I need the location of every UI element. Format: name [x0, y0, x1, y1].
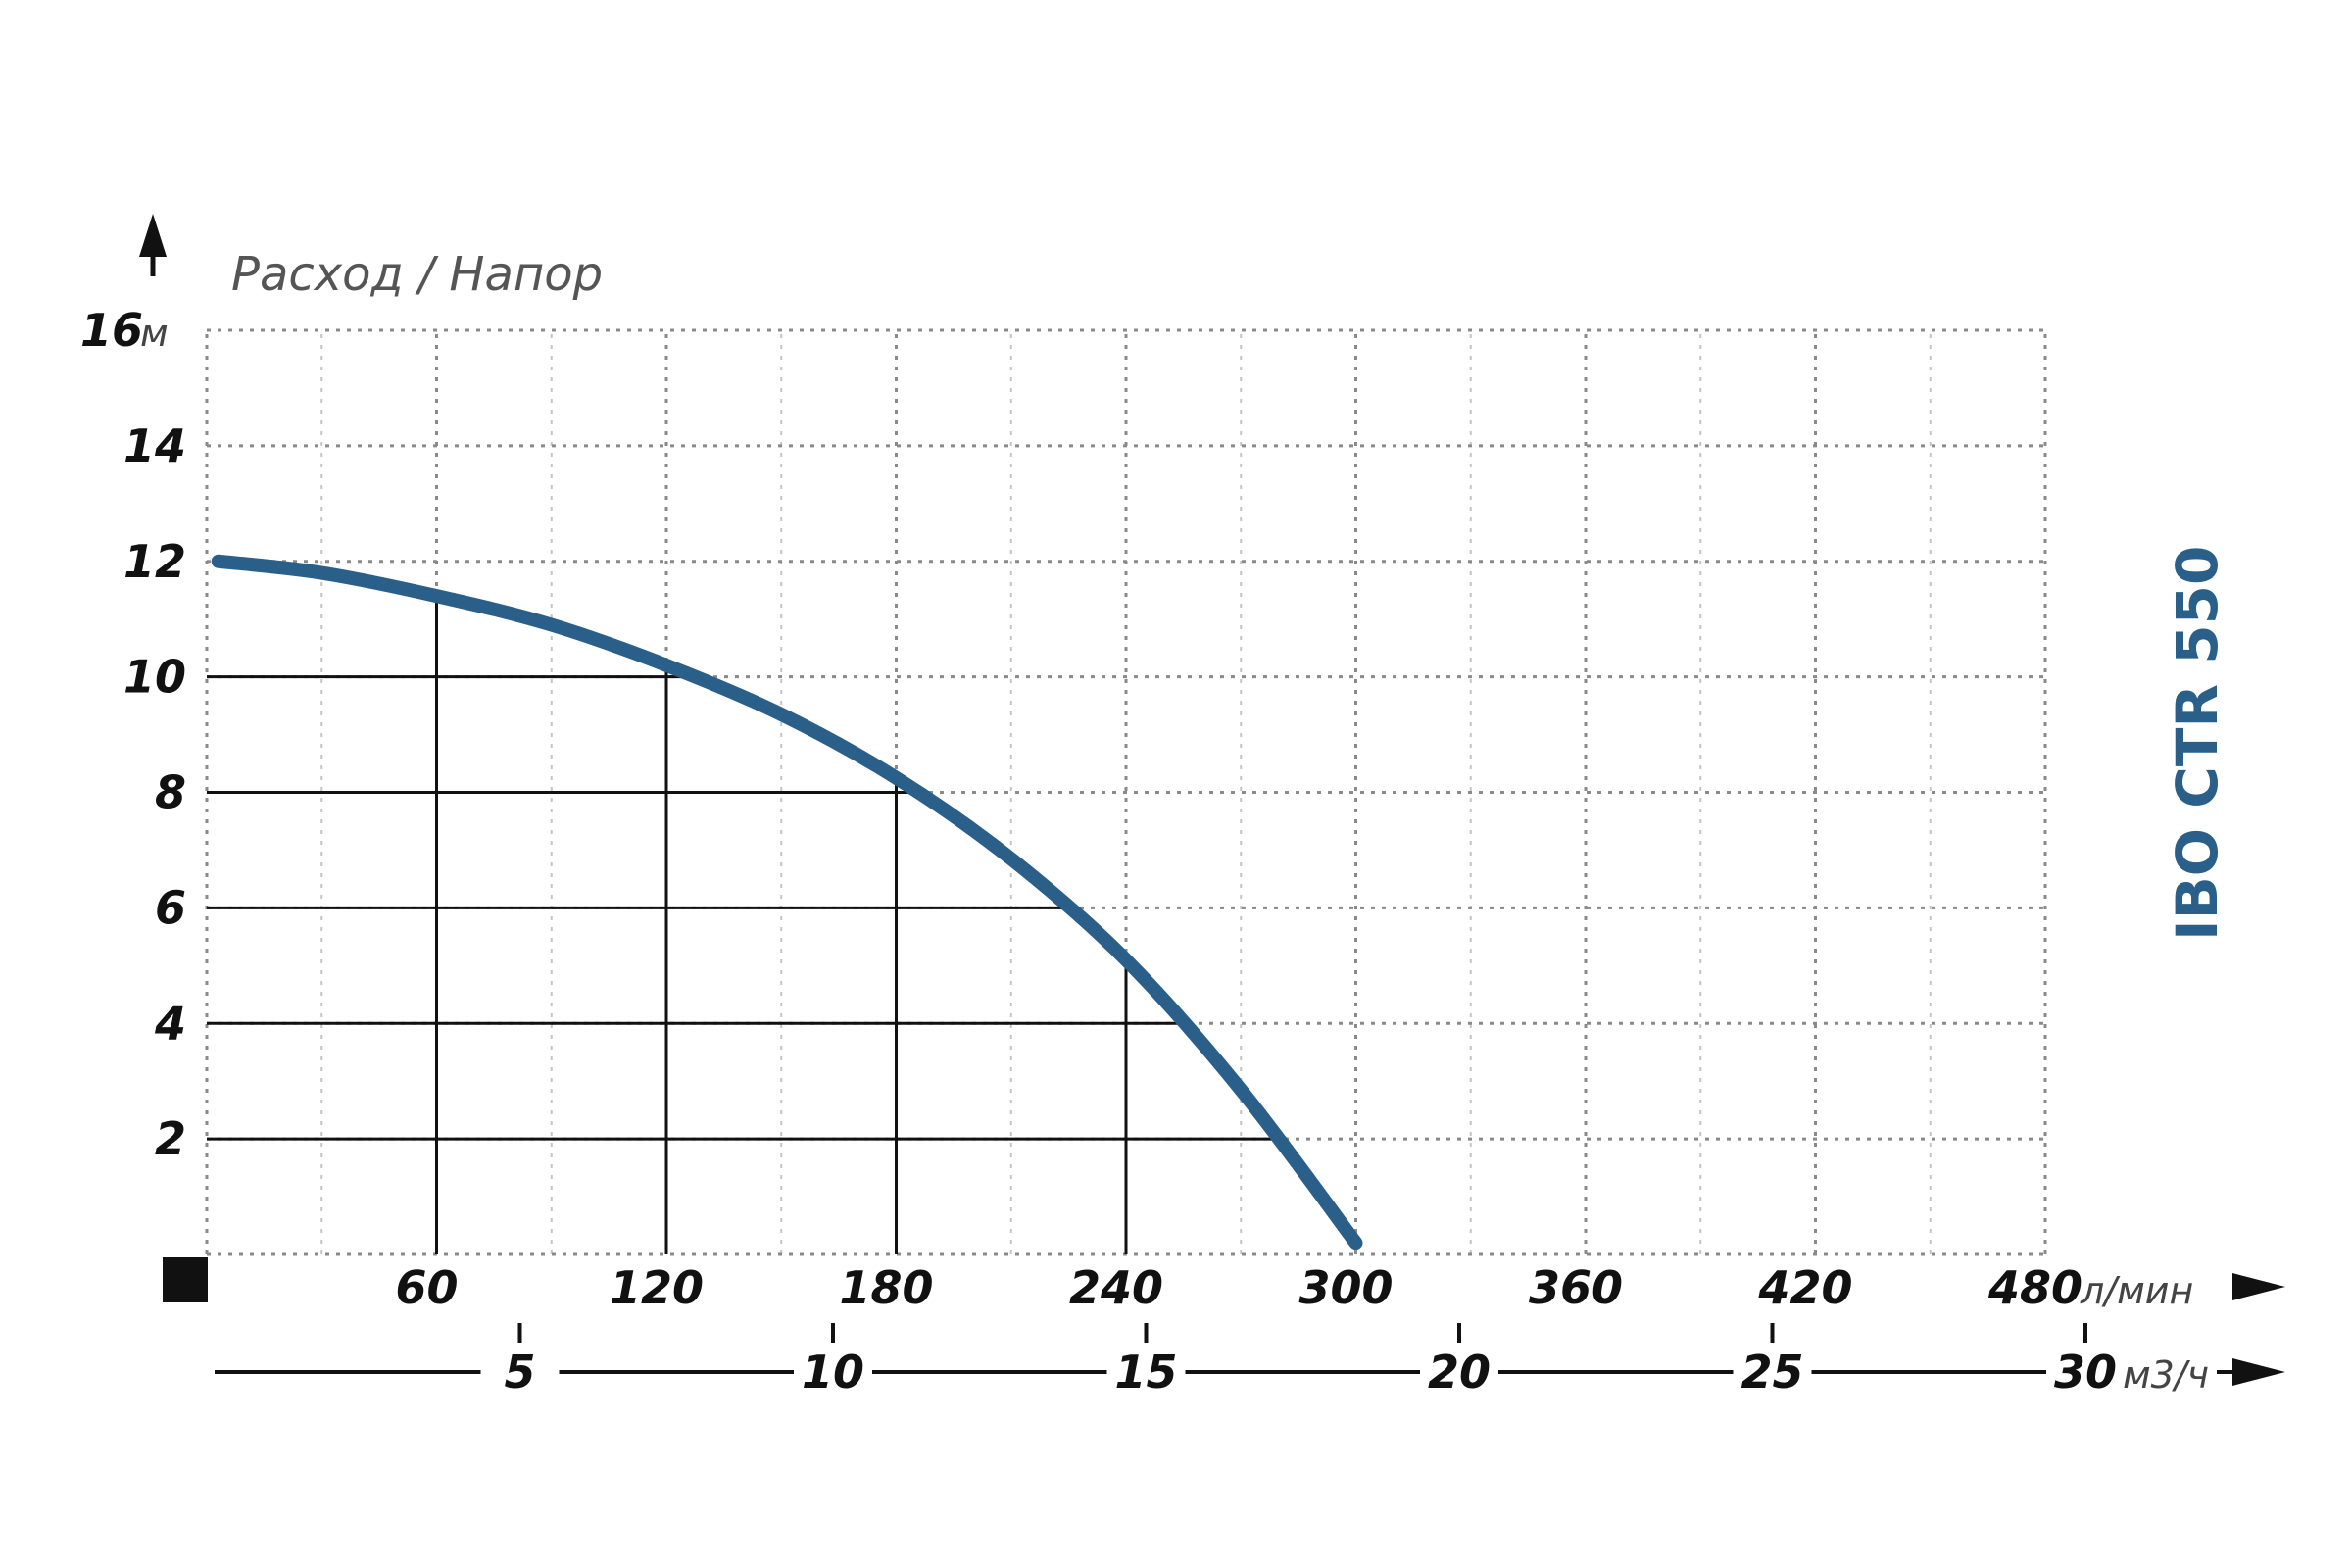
labels: Расход / Напор IBO CTR 550 246810121416м… [80, 247, 2230, 1398]
x2-tick-label: 25 [1740, 1346, 1803, 1398]
axes [139, 214, 2285, 1386]
y-axis-unit: м [140, 312, 169, 355]
x-axis-arrow-icon [2232, 1273, 2285, 1300]
model-name: IBO CTR 550 [2164, 546, 2230, 941]
y-axis-arrow-icon [139, 214, 167, 257]
x2-tick-label: 20 [1428, 1346, 1491, 1398]
x2-axis-unit: м3/ч [2123, 1353, 2209, 1396]
y-tick-label: 4 [154, 997, 186, 1050]
x2-tick-label: 15 [1114, 1346, 1177, 1398]
reading-lines [207, 596, 1288, 1254]
y-tick-label: 10 [123, 651, 186, 704]
x-tick-label: 480 [1987, 1261, 2082, 1314]
x-tick-label: 180 [839, 1261, 933, 1314]
x-tick-label: 60 [395, 1261, 458, 1314]
x-tick-label: 300 [1298, 1261, 1393, 1314]
y-tick-label: 8 [155, 766, 186, 819]
x-tick-label: 120 [610, 1261, 704, 1314]
performance-curve [211, 554, 1363, 1250]
x2-tick-label: 30 [2054, 1346, 2117, 1398]
y-tick-label: 6 [155, 881, 186, 934]
x-tick-label: 360 [1529, 1261, 1623, 1314]
y-tick-label: 12 [123, 535, 186, 588]
curve-layer [211, 554, 1363, 1250]
y-tick-label: 14 [123, 419, 186, 472]
x-tick-label: 420 [1757, 1261, 1852, 1314]
x2-axis-arrow-icon [2232, 1358, 2285, 1386]
x2-tick-label: 10 [802, 1346, 864, 1398]
y-tick-label: 2 [155, 1112, 186, 1165]
x2-tick-label: 5 [504, 1346, 535, 1398]
chart-title: Расход / Напор [231, 247, 603, 302]
origin-square [163, 1257, 208, 1302]
x-tick-label: 240 [1069, 1261, 1163, 1314]
y-tick-label: 16 [80, 304, 143, 357]
x-axis-unit: л/мин [2080, 1269, 2193, 1312]
